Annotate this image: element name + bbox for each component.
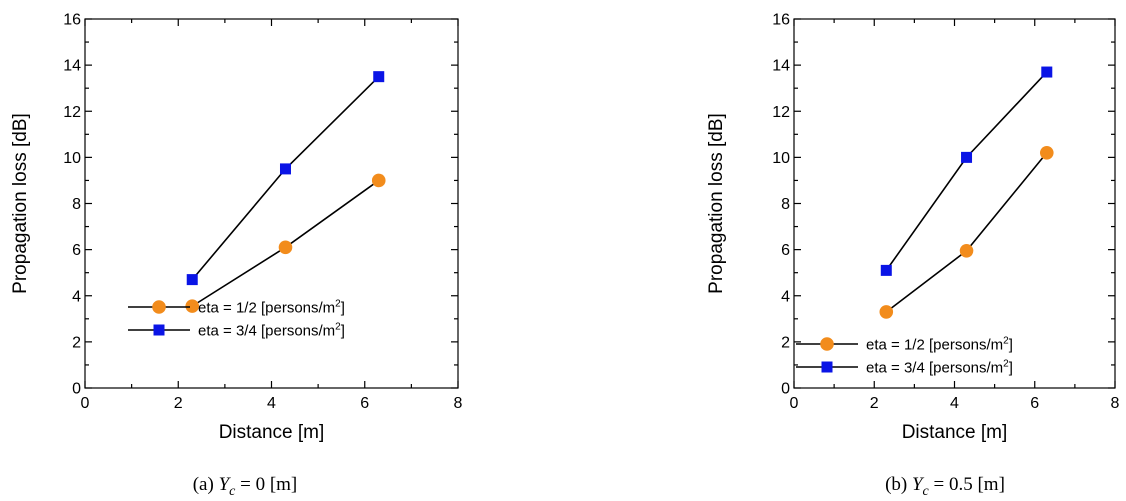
data-point-square [1041, 66, 1053, 78]
series-2 [880, 66, 1053, 276]
series-1 [185, 173, 386, 313]
data-point-circle [879, 305, 894, 319]
data-point-circle [371, 173, 386, 188]
x-axis-title: Distance [m] [219, 422, 325, 443]
y-tick-label: 10 [772, 150, 790, 167]
data-point-square [880, 264, 892, 276]
y-tick-label: 14 [772, 58, 790, 75]
data-point-square [961, 151, 973, 163]
data-point-square [373, 71, 385, 83]
plot-frame [793, 18, 1116, 389]
legend-entry-label: eta = 1/2 [persons/m2] [866, 336, 1013, 354]
legend-marker-square [821, 361, 833, 373]
x-tick-label: 4 [267, 395, 276, 412]
data-point-square [279, 163, 291, 175]
legend: eta = 1/2 [persons/m2] eta = 3/4 [persons… [796, 336, 1013, 377]
legend-entry-label: eta = 3/4 [persons/m2] [198, 322, 345, 340]
x-tick-label: 6 [1030, 395, 1039, 412]
y-tick-label: 4 [72, 288, 81, 305]
x-axis-title: Distance [m] [902, 422, 1008, 443]
x-tick-label: 2 [174, 395, 183, 412]
y-tick-label: 16 [772, 12, 790, 29]
y-tick-label: 8 [781, 196, 790, 213]
series-1 [879, 145, 1054, 319]
panel-caption: (a) Yc = 0 [m] [193, 474, 298, 499]
y-tick-label: 14 [63, 58, 81, 75]
chart-panel-a: 0 2 4 6 8 0 2 4 6 8 10 12 14 16 Distance [m] Propagatio… [10, 12, 463, 500]
y-tick-label: 2 [72, 334, 81, 351]
legend-marker-circle [152, 300, 166, 314]
x-tick-label: 6 [360, 395, 369, 412]
x-tick-label: 8 [1111, 395, 1120, 412]
data-point-circle [278, 240, 293, 255]
legend-entry-label: eta = 3/4 [persons/m2] [866, 359, 1013, 377]
y-tick-label: 8 [72, 196, 81, 213]
y-tick-label: 0 [72, 381, 81, 398]
y-tick-label: 4 [781, 288, 790, 305]
y-tick-label: 0 [781, 381, 790, 398]
x-tick-label: 2 [870, 395, 879, 412]
y-axis-title: Propagation loss [dB] [706, 113, 727, 294]
x-tick-label: 8 [454, 395, 463, 412]
legend-marker-circle [820, 337, 834, 351]
y-tick-label: 10 [63, 150, 81, 167]
x-tick-label: 4 [950, 395, 959, 412]
data-point-square [186, 274, 198, 286]
y-tick-label: 12 [772, 104, 790, 121]
x-tick-label: 0 [81, 395, 90, 412]
data-point-circle [1039, 145, 1054, 160]
y-tick-label: 6 [781, 242, 790, 259]
panel-caption: (b) Yc = 0.5 [m] [885, 474, 1005, 499]
x-tick-label: 0 [790, 395, 799, 412]
y-tick-label: 12 [63, 104, 81, 121]
y-tick-label: 16 [63, 12, 81, 29]
data-point-circle [185, 299, 200, 313]
series-line [885, 71, 1048, 271]
series-2 [186, 71, 385, 286]
y-tick-label: 6 [72, 242, 81, 259]
y-axis-title: Propagation loss [dB] [10, 113, 31, 294]
legend: eta = 1/2 [persons/m2] eta = 3/4 [persons… [128, 299, 345, 340]
series-line [885, 152, 1048, 313]
y-tick-label: 2 [781, 334, 790, 351]
legend-entry-label: eta = 1/2 [persons/m2] [198, 299, 345, 317]
data-point-circle [959, 243, 974, 258]
chart-panel-b: 0 2 4 6 8 0 2 4 6 8 10 12 14 16 Distance [m] Propagatio… [706, 12, 1120, 500]
legend-marker-square [153, 324, 165, 336]
